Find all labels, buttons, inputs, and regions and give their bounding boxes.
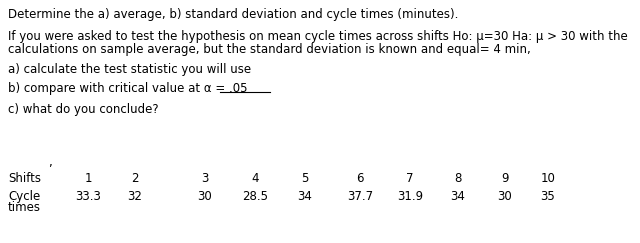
Text: Determine the a) average, b) standard deviation and cycle times (minutes).: Determine the a) average, b) standard de… xyxy=(8,8,458,21)
Text: 8: 8 xyxy=(454,172,461,185)
Text: 10: 10 xyxy=(541,172,556,185)
Text: 34: 34 xyxy=(451,190,465,203)
Text: 37.7: 37.7 xyxy=(347,190,373,203)
Text: 30: 30 xyxy=(498,190,513,203)
Text: 1: 1 xyxy=(84,172,92,185)
Text: 31.9: 31.9 xyxy=(397,190,423,203)
Text: calculations on sample average, but the standard deviation is known and equal= 4: calculations on sample average, but the … xyxy=(8,43,531,56)
Text: ,: , xyxy=(48,156,52,169)
Text: 4: 4 xyxy=(252,172,259,185)
Text: If you were asked to test the hypothesis on mean cycle times across shifts Ho: μ: If you were asked to test the hypothesis… xyxy=(8,30,628,43)
Text: 7: 7 xyxy=(406,172,413,185)
Text: times: times xyxy=(8,201,41,214)
Text: c) what do you conclude?: c) what do you conclude? xyxy=(8,103,159,116)
Text: 2: 2 xyxy=(131,172,139,185)
Text: 3: 3 xyxy=(202,172,209,185)
Text: 33.3: 33.3 xyxy=(75,190,101,203)
Text: 34: 34 xyxy=(298,190,312,203)
Text: 6: 6 xyxy=(356,172,364,185)
Text: 5: 5 xyxy=(301,172,308,185)
Text: 30: 30 xyxy=(198,190,212,203)
Text: 28.5: 28.5 xyxy=(242,190,268,203)
Text: 32: 32 xyxy=(127,190,143,203)
Text: Cycle: Cycle xyxy=(8,190,40,203)
Text: b) compare with critical value at α = .05: b) compare with critical value at α = .0… xyxy=(8,82,248,95)
Text: 35: 35 xyxy=(541,190,556,203)
Text: Shifts: Shifts xyxy=(8,172,41,185)
Text: a) calculate the test statistic you will use: a) calculate the test statistic you will… xyxy=(8,63,251,76)
Text: 9: 9 xyxy=(501,172,509,185)
